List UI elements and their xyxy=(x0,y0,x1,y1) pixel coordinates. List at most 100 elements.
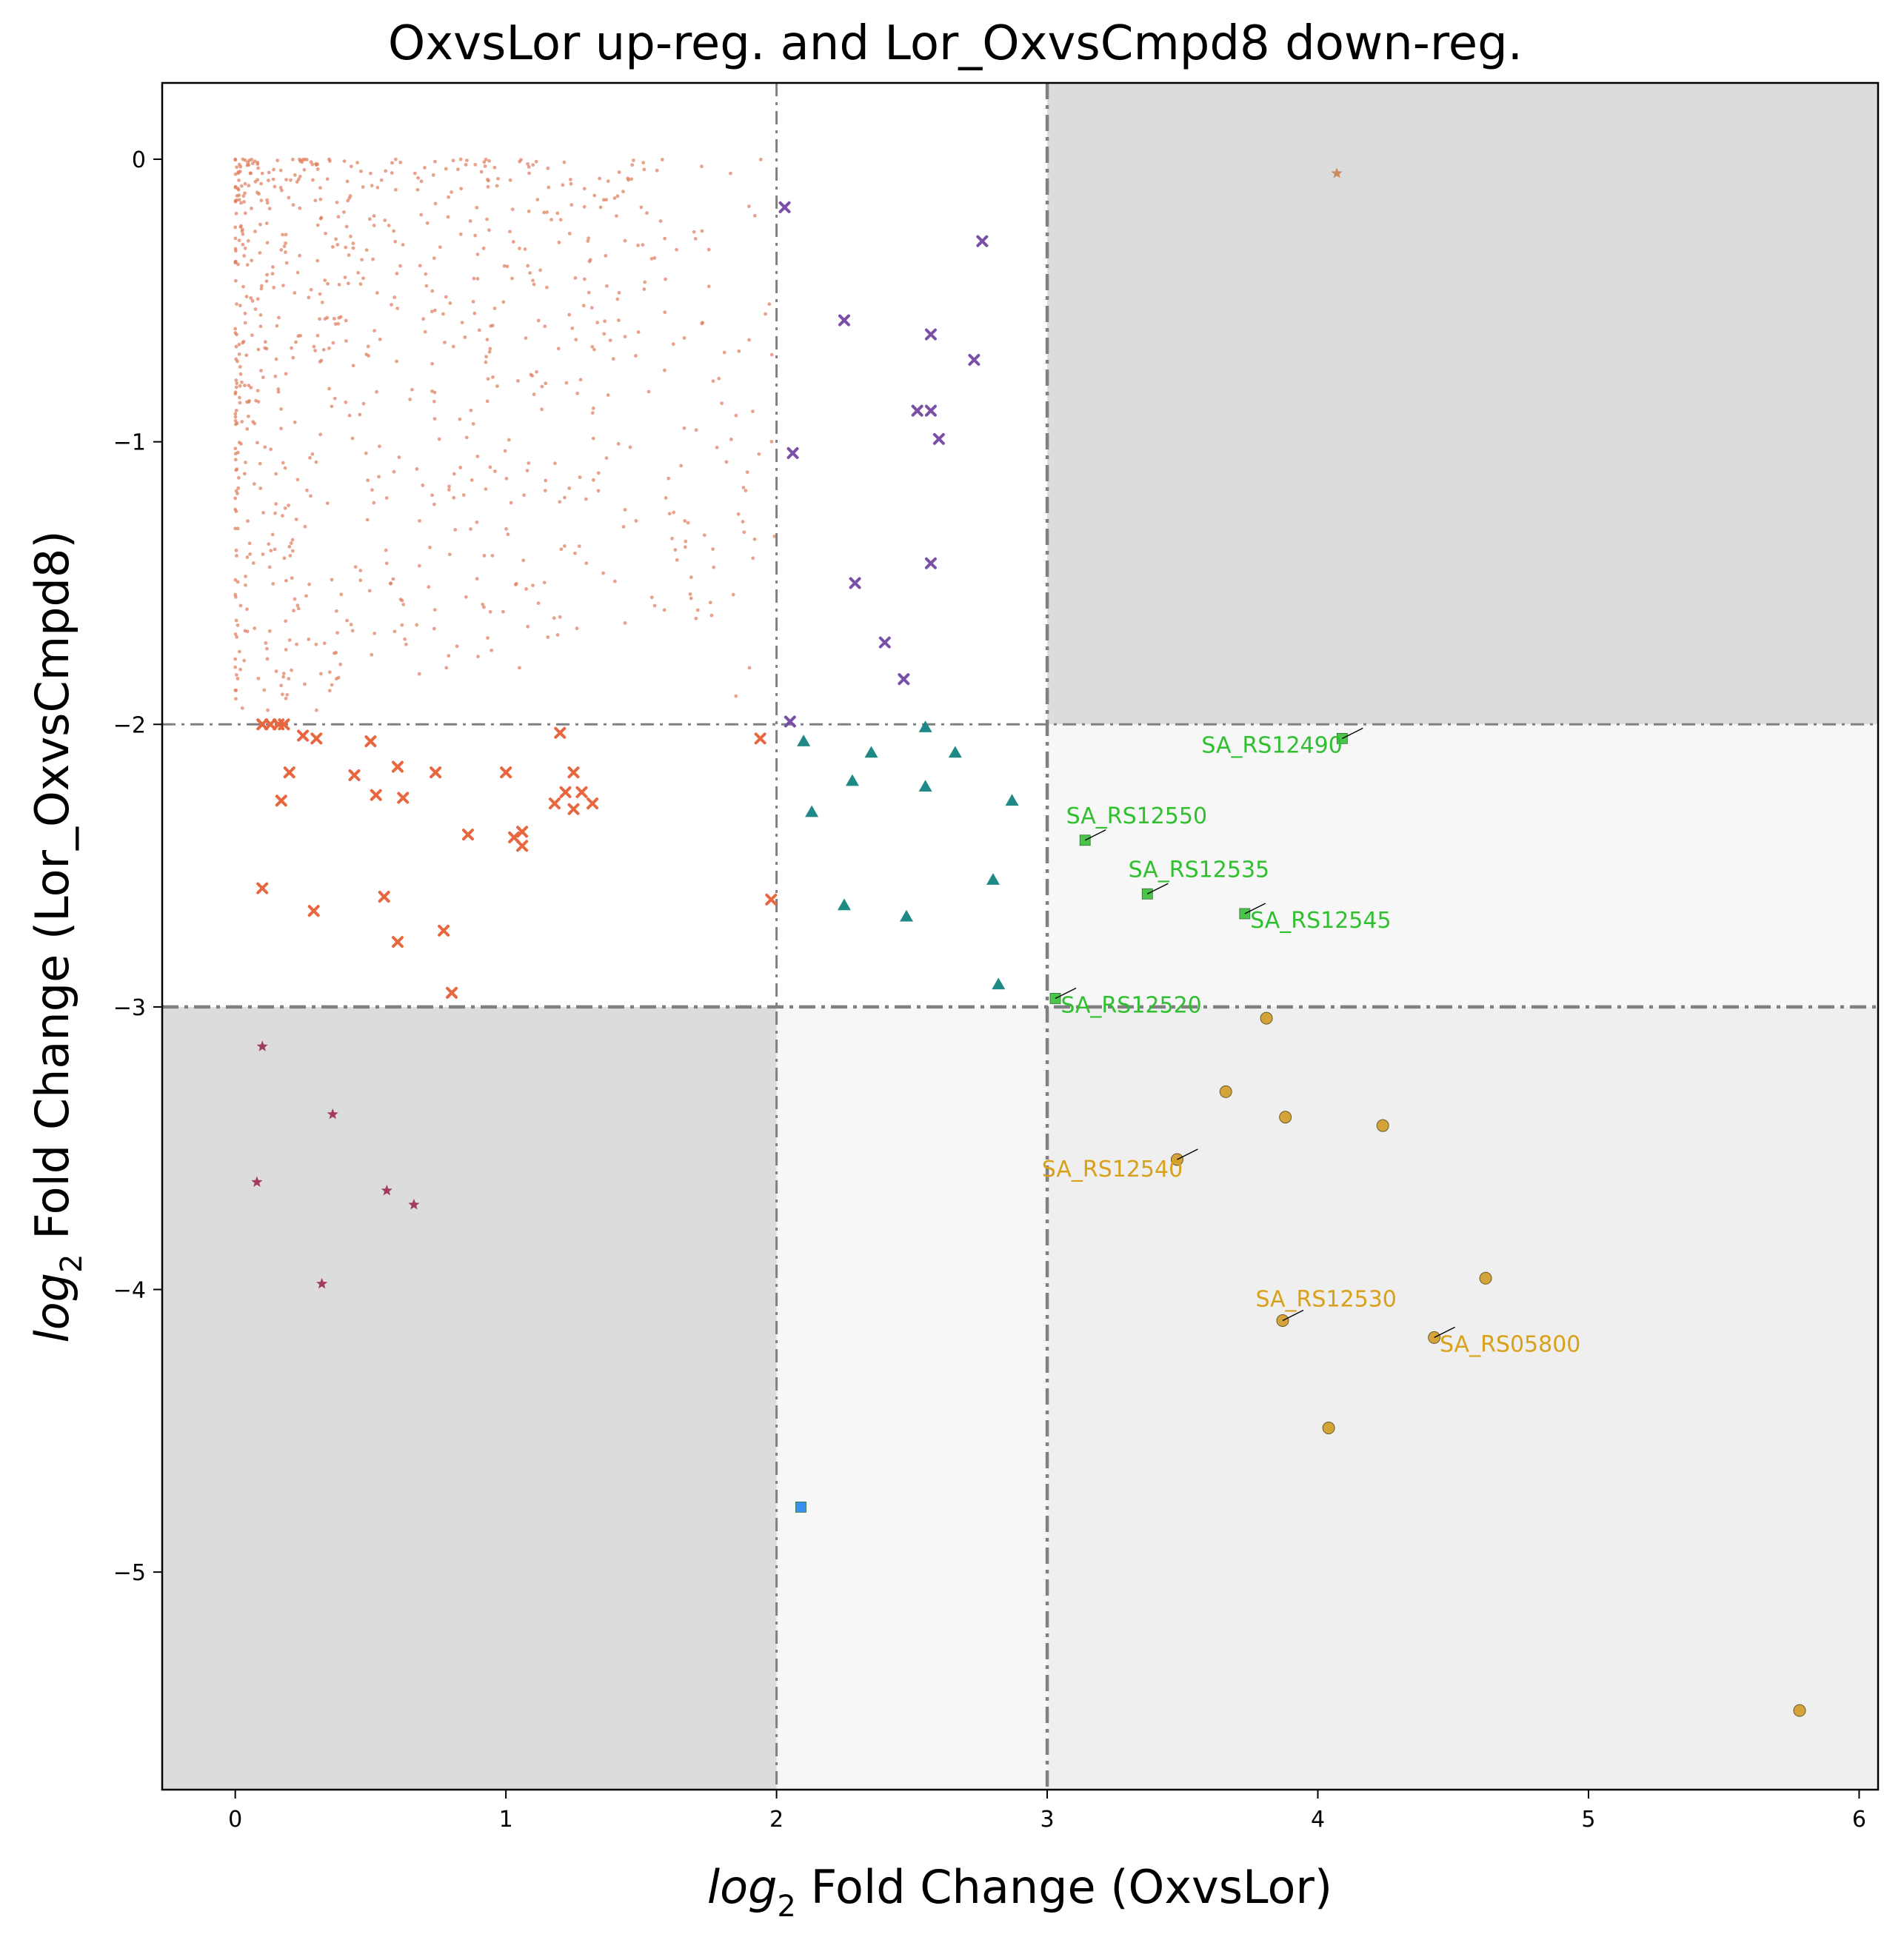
background-point xyxy=(595,321,600,325)
background-point xyxy=(243,321,247,325)
background-point xyxy=(349,234,353,238)
background-point xyxy=(315,167,320,171)
background-point xyxy=(675,247,678,252)
background-point xyxy=(244,353,249,358)
background-point xyxy=(484,487,488,492)
background-point xyxy=(234,408,238,412)
background-point xyxy=(404,642,408,646)
background-point xyxy=(433,159,437,164)
background-point xyxy=(322,641,327,646)
background-point xyxy=(347,413,352,418)
data-point xyxy=(310,732,323,745)
background-point xyxy=(489,324,493,328)
gene-label: SA_RS12535 xyxy=(1129,857,1269,883)
background-point xyxy=(248,552,252,556)
background-point xyxy=(311,178,315,182)
data-point xyxy=(1005,794,1019,806)
background-point xyxy=(534,159,538,164)
background-point xyxy=(233,665,238,669)
background-point xyxy=(278,168,283,173)
background-point xyxy=(527,171,531,175)
background-point xyxy=(261,375,265,380)
background-point xyxy=(295,642,298,646)
background-point xyxy=(598,176,601,181)
background-point xyxy=(741,486,746,489)
data-point xyxy=(805,805,819,817)
background-point xyxy=(253,230,257,233)
background-point xyxy=(491,375,495,379)
background-point xyxy=(475,205,479,210)
background-point xyxy=(573,276,578,280)
background-point xyxy=(236,187,240,190)
background-point xyxy=(663,310,667,315)
background-point xyxy=(591,478,595,482)
background-point xyxy=(258,324,263,329)
background-point xyxy=(233,172,238,176)
data-point xyxy=(575,786,588,798)
background-point xyxy=(255,389,260,392)
background-point xyxy=(250,299,255,303)
background-point xyxy=(769,440,774,444)
background-point xyxy=(261,511,265,515)
annotation-leader xyxy=(1282,1309,1304,1322)
background-point xyxy=(247,163,251,167)
data-point xyxy=(1279,1111,1292,1124)
background-point xyxy=(432,399,436,404)
background-point xyxy=(722,350,726,355)
background-point xyxy=(258,461,262,466)
background-point xyxy=(351,241,355,246)
background-point xyxy=(432,502,436,506)
background-point xyxy=(465,158,469,163)
background-point xyxy=(662,608,667,612)
background-point xyxy=(238,372,243,376)
background-point xyxy=(569,181,573,186)
background-point xyxy=(333,322,338,326)
background-point xyxy=(236,475,241,480)
background-point xyxy=(241,232,245,236)
data-point xyxy=(256,1040,268,1051)
background-point xyxy=(473,233,478,238)
background-point xyxy=(237,441,241,445)
background-point xyxy=(255,441,259,445)
background-point xyxy=(238,364,242,369)
data-point xyxy=(500,766,512,779)
background-point xyxy=(393,187,398,192)
background-point xyxy=(318,292,322,296)
background-point xyxy=(236,526,240,531)
gene-label: SA_RS05800 xyxy=(1440,1331,1580,1357)
background-point xyxy=(291,203,295,207)
background-point xyxy=(264,279,269,284)
background-point xyxy=(255,190,259,195)
annotation-leader xyxy=(1342,727,1363,739)
background-point xyxy=(233,412,238,416)
background-point xyxy=(518,247,521,250)
background-point xyxy=(248,171,253,175)
background-point xyxy=(667,512,672,516)
background-point xyxy=(307,582,311,586)
background-point xyxy=(237,342,241,347)
background-point xyxy=(546,635,550,639)
background-point xyxy=(447,195,450,199)
background-point xyxy=(332,317,336,321)
background-point xyxy=(325,315,330,320)
background-point xyxy=(563,495,567,500)
background-point xyxy=(485,338,490,342)
background-point xyxy=(233,278,238,283)
background-point xyxy=(544,285,549,290)
background-point xyxy=(484,157,488,161)
background-point xyxy=(617,290,621,295)
background-point xyxy=(526,162,530,166)
background-point xyxy=(236,492,239,495)
data-point xyxy=(992,977,1006,990)
background-point xyxy=(652,256,657,260)
data-point xyxy=(754,732,766,745)
background-point xyxy=(471,300,475,304)
background-point xyxy=(258,251,262,255)
background-point xyxy=(601,571,605,575)
background-point xyxy=(250,207,253,210)
background-point xyxy=(584,561,589,566)
background-point xyxy=(243,211,247,215)
background-point xyxy=(303,524,307,529)
background-point xyxy=(612,196,617,200)
